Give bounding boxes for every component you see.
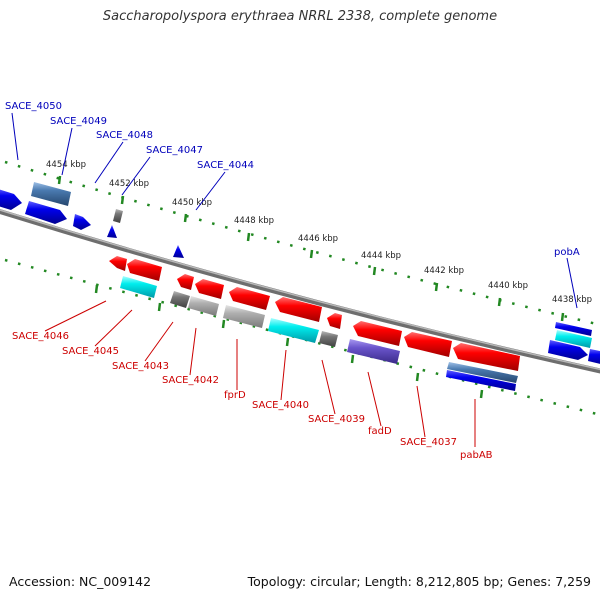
leader-poba: [566, 257, 578, 309]
leader-fadd: [367, 371, 382, 427]
feature-sace-4043-gray[interactable]: [170, 291, 190, 308]
genome-backbone-highlight: [0, 209, 600, 371]
feature-sace-4040-cyan[interactable]: [268, 318, 319, 343]
feature-fprd-arrow[interactable]: [229, 287, 270, 310]
leader-sace-4037: [416, 385, 426, 438]
gene-label-sace-4037[interactable]: SACE_4037: [400, 437, 457, 448]
feature-sace-4043-arrow[interactable]: [177, 274, 194, 290]
feature-sace-4048-arrow[interactable]: [73, 214, 91, 230]
feature-poba-cyan[interactable]: [555, 330, 592, 348]
accession-text: Accession: NC_009142: [9, 574, 152, 589]
feature-pabab-steel[interactable]: [447, 362, 518, 383]
gene-label-sace-4044[interactable]: SACE_4044: [197, 160, 254, 171]
gene-label-pabab[interactable]: pabAB: [460, 450, 493, 461]
lower-tick: [415, 372, 420, 382]
feature-sace-4044-pointer[interactable]: [173, 245, 184, 258]
gene-label-fadd[interactable]: fadD: [368, 426, 392, 437]
tick-4444: [372, 266, 377, 276]
tick-4448: [246, 232, 251, 242]
leader-sace-4050: [11, 112, 19, 161]
leader-sace-4040: [280, 349, 287, 401]
tick-4454: [57, 175, 62, 185]
feature-sace-4042-silver[interactable]: [188, 296, 219, 316]
lower-tick: [479, 389, 484, 399]
page-title: Saccharopolyspora erythraea NRRL 2338, c…: [102, 9, 498, 24]
feature-fadd-arrow[interactable]: [353, 321, 402, 346]
feature-sace-4037-arrow[interactable]: [404, 332, 452, 357]
top-leader-lines: [11, 112, 578, 309]
lower-tick: [94, 284, 99, 294]
feature-sace-4039-arrow[interactable]: [327, 313, 342, 329]
tick-4442: [434, 282, 439, 292]
bottom-leader-lines: [44, 300, 476, 447]
tick-4438: [560, 312, 565, 322]
leader-sace-4043: [144, 321, 174, 362]
gene-label-poba[interactable]: pobA: [554, 247, 580, 258]
feature-sace-4046-arrow[interactable]: [109, 256, 127, 271]
ruler-label: 4454 kbp: [46, 160, 86, 170]
feature-sace-4049-arrow[interactable]: [25, 201, 67, 224]
gene-label-sace-4043[interactable]: SACE_4043: [112, 361, 169, 372]
upper-ruler-major-ticks: [57, 175, 565, 322]
leader-sace-4045: [94, 309, 133, 347]
leader-sace-4048: [94, 141, 124, 184]
leader-sace-4042: [189, 327, 197, 376]
ruler-label: 4440 kbp: [488, 281, 528, 291]
ruler-label: 4438 kbp: [552, 295, 592, 305]
feature-sace-4039-gray[interactable]: [319, 331, 338, 347]
feature-sace-4050-arrow[interactable]: [0, 188, 22, 210]
feature-sace-4049-bar[interactable]: [31, 182, 71, 206]
lower-tick: [221, 319, 226, 329]
ruler-label: 4444 kbp: [361, 251, 401, 261]
leader-sace-4044: [195, 171, 226, 211]
feature-sace-4045-cyan[interactable]: [120, 276, 157, 298]
feature-poba-blue[interactable]: [555, 322, 592, 336]
ruler-label: 4452 kbp: [109, 179, 149, 189]
feature-fprd-silver[interactable]: [223, 305, 265, 328]
genome-summary-text: Topology: circular; Length: 8,212,805 bp…: [247, 574, 591, 589]
gene-label-sace-4042[interactable]: SACE_4042: [162, 375, 219, 386]
gene-label-sace-4046[interactable]: SACE_4046: [12, 331, 69, 342]
feature-sace-4040-arrow[interactable]: [275, 297, 322, 322]
gene-label-sace-4050[interactable]: SACE_4050: [5, 101, 62, 112]
feature-sace-4046-arrow-2[interactable]: [127, 259, 162, 281]
forward-features: [0, 182, 600, 365]
gene-label-sace-4039[interactable]: SACE_4039: [308, 414, 365, 425]
leader-sace-4046: [44, 300, 107, 332]
leader-sace-4039: [321, 359, 336, 415]
gene-label-sace-4047[interactable]: SACE_4047: [146, 145, 203, 156]
feature-poba-arrow[interactable]: [548, 340, 588, 360]
lower-tick: [350, 354, 355, 364]
feature-sace-4047-gray[interactable]: [113, 209, 123, 223]
ruler-label: 4446 kbp: [298, 234, 338, 244]
feature-pabab-blue[interactable]: [446, 370, 516, 391]
leader-sace-4049: [61, 127, 73, 176]
tick-4446: [309, 249, 314, 259]
feature-poba-arrow-2[interactable]: [588, 349, 600, 365]
leader-sace-4047: [121, 156, 151, 196]
gene-label-sace-4045[interactable]: SACE_4045: [62, 346, 119, 357]
tick-4440: [497, 297, 502, 307]
lower-tick: [285, 337, 290, 347]
tick-4452: [120, 195, 125, 205]
ruler-labels: 4454 kbp 4452 kbp 4450 kbp 4448 kbp 4446…: [46, 160, 592, 305]
tick-4450: [183, 213, 188, 223]
gene-label-fprd[interactable]: fprD: [224, 390, 246, 401]
gene-label-sace-4040[interactable]: SACE_4040: [252, 400, 309, 411]
gene-label-sace-4048[interactable]: SACE_4048: [96, 130, 153, 141]
feature-pabab-arrow[interactable]: [453, 343, 520, 371]
genome-backbone: [0, 208, 600, 374]
ruler-label: 4448 kbp: [234, 216, 274, 226]
feature-sace-4047-pointer[interactable]: [107, 225, 117, 238]
lower-ruler-major-ticks: [94, 284, 484, 399]
gene-label-sace-4049[interactable]: SACE_4049: [50, 116, 107, 127]
feature-sace-4042-arrow[interactable]: [195, 279, 224, 299]
upper-ruler-line: [4, 160, 600, 327]
ruler-label: 4442 kbp: [424, 266, 464, 276]
feature-fadd-purple[interactable]: [347, 339, 400, 364]
ruler-label: 4450 kbp: [172, 198, 212, 208]
reverse-features: [109, 256, 520, 391]
lower-tick: [157, 302, 162, 312]
